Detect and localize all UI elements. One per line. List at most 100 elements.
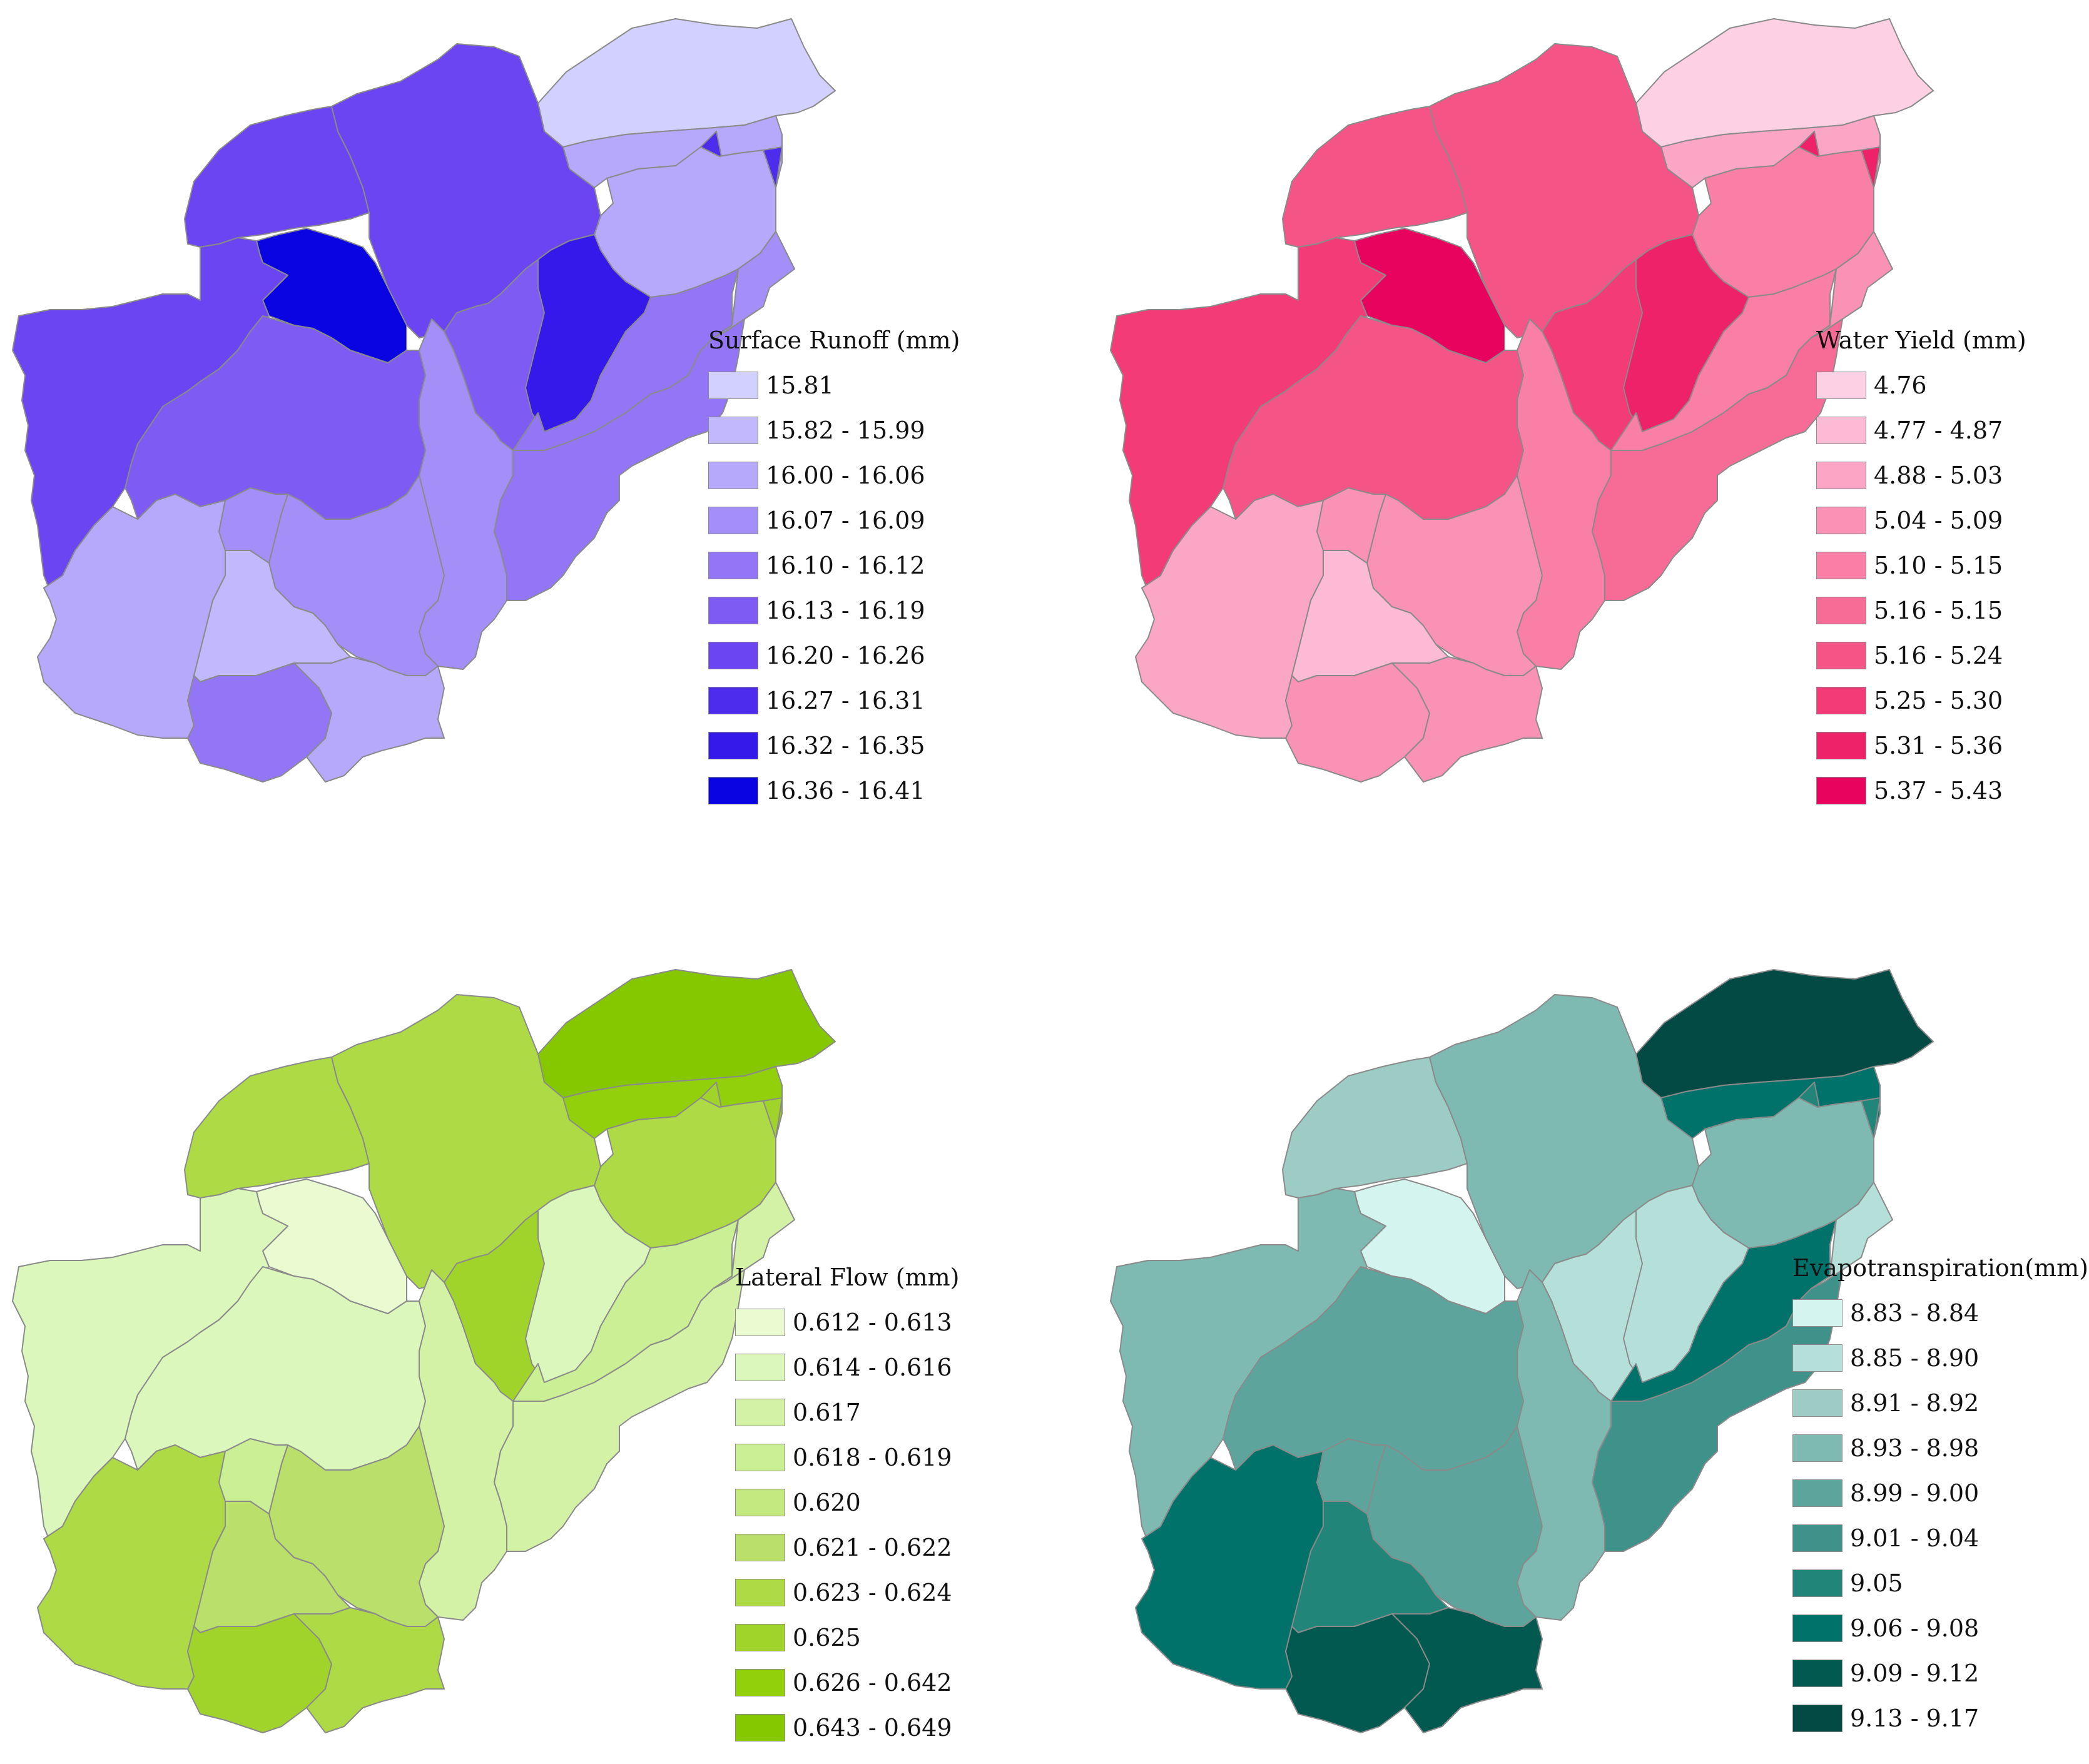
legend-item: 4.88 - 5.03 (1816, 453, 2026, 498)
legend-label: 9.13 - 9.17 (1850, 1705, 1980, 1732)
legend-swatch (1816, 732, 1866, 759)
legend-item: 16.20 - 16.26 (708, 633, 960, 678)
legend-label: 8.99 - 9.00 (1850, 1479, 1980, 1507)
legend-label: 5.16 - 5.15 (1874, 597, 2003, 624)
legend-swatch (1816, 552, 1866, 579)
legend-item: 8.83 - 8.84 (1792, 1290, 2088, 1336)
legend-label: 4.88 - 5.03 (1874, 462, 2003, 489)
subbasin-20 (1285, 1613, 1430, 1733)
legend-label: 0.621 - 0.622 (793, 1534, 952, 1561)
legend-item: 5.10 - 5.15 (1816, 543, 2026, 588)
subbasin-21 (1391, 1607, 1543, 1733)
legend-swatch (735, 1399, 785, 1426)
legend-items: 15.81 15.82 - 15.99 16.00 - 16.06 16.07 - 1… (708, 363, 960, 813)
legend-items: 0.612 - 0.613 0.614 - 0.616 0.617 0.618 - 0… (735, 1300, 959, 1750)
legend-label: 0.620 (793, 1489, 861, 1516)
legend-item: 9.01 - 9.04 (1792, 1516, 2088, 1561)
surface-runoff-legend: Surface Runoff (mm) 15.81 15.82 - 15.99 16… (708, 327, 960, 813)
subbasin-21 (293, 656, 445, 783)
legend-swatch (708, 732, 758, 759)
legend-title: Evapotranspiration(mm) (1792, 1254, 2088, 1282)
map-panel-evapotranspiration: Evapotranspiration(mm) 8.83 - 8.84 8.85 -… (1098, 951, 2089, 1755)
legend-swatch (1792, 1479, 1842, 1507)
legend-item: 0.614 - 0.616 (735, 1345, 959, 1390)
evapotranspiration-map (1110, 969, 1934, 1733)
legend-item: 0.612 - 0.613 (735, 1300, 959, 1345)
legend-label: 8.93 - 8.98 (1850, 1434, 1980, 1462)
subbasin-20 (187, 1613, 332, 1733)
legend-item: 0.618 - 0.619 (735, 1435, 959, 1480)
legend-item: 0.620 (735, 1480, 959, 1525)
legend-label: 5.25 - 5.30 (1874, 687, 2003, 714)
legend-item: 16.32 - 16.35 (708, 723, 960, 768)
legend-label: 0.618 - 0.619 (793, 1444, 952, 1471)
legend-label: 4.77 - 4.87 (1874, 417, 2003, 444)
legend-item: 9.06 - 9.08 (1792, 1606, 2088, 1651)
legend-item: 8.93 - 8.98 (1792, 1426, 2088, 1471)
legend-swatch (735, 1354, 785, 1381)
legend-item: 0.623 - 0.624 (735, 1570, 959, 1615)
legend-item: 8.85 - 8.90 (1792, 1336, 2088, 1381)
legend-swatch (735, 1714, 785, 1741)
legend-label: 9.06 - 9.08 (1850, 1614, 1980, 1642)
legend-label: 16.20 - 16.26 (766, 642, 925, 669)
legend-item: 5.04 - 5.09 (1816, 498, 2026, 543)
legend-swatch (1792, 1434, 1842, 1462)
legend-swatch (708, 597, 758, 624)
subbasin-15 (1592, 318, 1843, 601)
legend-item: 8.99 - 9.00 (1792, 1471, 2088, 1516)
legend-label: 9.05 (1850, 1569, 1903, 1597)
legend-item: 5.25 - 5.30 (1816, 678, 2026, 723)
legend-item: 16.07 - 16.09 (708, 498, 960, 543)
legend-item: 5.31 - 5.36 (1816, 723, 2026, 768)
legend-item: 16.36 - 16.41 (708, 768, 960, 813)
legend-label: 5.04 - 5.09 (1874, 507, 2003, 534)
legend-item: 5.16 - 5.15 (1816, 588, 2026, 633)
legend-label: 16.07 - 16.09 (766, 507, 925, 534)
legend-item: 0.626 - 0.642 (735, 1660, 959, 1705)
legend-item: 5.37 - 5.43 (1816, 768, 2026, 813)
legend-label: 16.10 - 16.12 (766, 552, 925, 579)
legend-label: 0.612 - 0.613 (793, 1309, 952, 1336)
lateral-flow-legend: Lateral Flow (mm) 0.612 - 0.613 0.614 - 0… (735, 1264, 959, 1750)
legend-swatch (1792, 1299, 1842, 1327)
legend-swatch (735, 1669, 785, 1696)
legend-swatch (735, 1444, 785, 1471)
legend-swatch (708, 777, 758, 804)
legend-swatch (708, 687, 758, 714)
legend-swatch (1816, 507, 1866, 534)
legend-item: 9.05 (1792, 1561, 2088, 1606)
legend-title: Surface Runoff (mm) (708, 327, 960, 354)
legend-label: 5.31 - 5.36 (1874, 732, 2003, 759)
water-yield-map (1110, 18, 1934, 783)
legend-item: 4.76 (1816, 363, 2026, 408)
subbasin-1 (537, 18, 836, 148)
legend-label: 15.81 (766, 372, 834, 399)
legend-label: 0.643 - 0.649 (793, 1714, 952, 1741)
legend-item: 9.13 - 9.17 (1792, 1696, 2088, 1741)
legend-swatch (1792, 1344, 1842, 1372)
legend-swatch (1792, 1660, 1842, 1687)
legend-items: 8.83 - 8.84 8.85 - 8.90 8.91 - 8.92 8.93 - … (1792, 1290, 2088, 1741)
legend-item: 16.27 - 16.31 (708, 678, 960, 723)
legend-items: 4.76 4.77 - 4.87 4.88 - 5.03 5.04 - 5.09 5.1… (1816, 363, 2026, 813)
legend-label: 0.617 (793, 1399, 861, 1426)
legend-item: 15.81 (708, 363, 960, 408)
legend-swatch (1816, 642, 1866, 669)
legend-swatch (1816, 777, 1866, 804)
lateral-flow-map (12, 969, 836, 1733)
subbasin-1 (537, 969, 836, 1098)
legend-swatch (735, 1309, 785, 1336)
legend-item: 9.09 - 9.12 (1792, 1651, 2088, 1696)
subbasin-19 (1316, 1438, 1386, 1514)
legend-swatch (1816, 597, 1866, 624)
subbasin-19 (1316, 487, 1386, 564)
legend-swatch (1816, 462, 1866, 489)
legend-swatch (1792, 1569, 1842, 1597)
evapotranspiration-legend: Evapotranspiration(mm) 8.83 - 8.84 8.85 -… (1792, 1254, 2088, 1741)
legend-swatch (708, 372, 758, 399)
legend-label: 8.85 - 8.90 (1850, 1344, 1980, 1372)
legend-label: 0.623 - 0.624 (793, 1579, 952, 1606)
legend-label: 0.614 - 0.616 (793, 1354, 952, 1381)
legend-label: 16.27 - 16.31 (766, 687, 925, 714)
